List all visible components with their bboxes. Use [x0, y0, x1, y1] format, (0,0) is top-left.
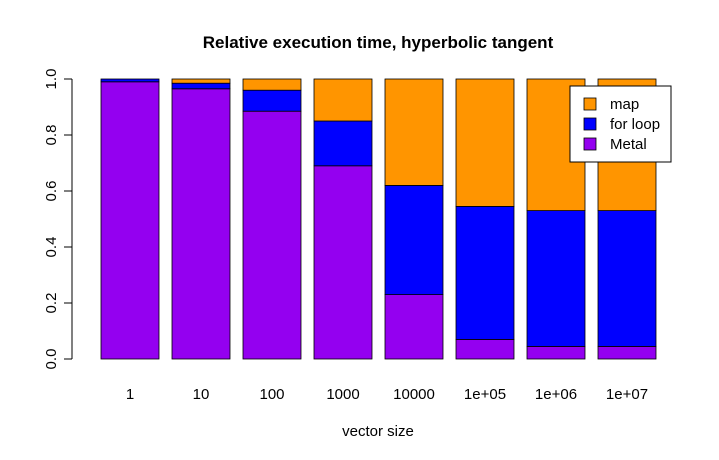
- x-tick-label: 1e+06: [535, 386, 577, 403]
- bar-for-loop-1e+05: [455, 205, 515, 340]
- bar-metal-1000: [313, 165, 373, 360]
- y-tick-label: 0.4: [43, 237, 60, 258]
- y-tick-label: 0.2: [43, 293, 60, 314]
- bar-for-loop-10: [171, 82, 231, 90]
- bar-metal-1e+07: [597, 345, 657, 360]
- legend-swatch-for-loop: [583, 117, 597, 131]
- x-tick-label: 1e+05: [464, 386, 506, 403]
- y-tick-label: 0.0: [43, 349, 60, 370]
- bar-for-loop-1000: [313, 120, 373, 167]
- bar-metal-1e+06: [526, 345, 586, 360]
- bar-for-loop-10000: [384, 184, 444, 295]
- bar-map-100: [242, 78, 302, 91]
- x-tick-label: 1e+07: [606, 386, 648, 403]
- legend-label-metal: Metal: [610, 136, 647, 153]
- bar-metal-10000: [384, 294, 444, 360]
- bar-for-loop-1e+07: [597, 210, 657, 347]
- bar-for-loop-1: [100, 78, 160, 83]
- legend-label-for-loop: for loop: [610, 116, 660, 133]
- x-tick-label: 10: [193, 386, 210, 403]
- legend-label-map: map: [610, 96, 639, 113]
- x-axis-label: vector size: [342, 423, 414, 440]
- legend-swatch-map: [583, 97, 597, 111]
- bar-metal-1: [100, 81, 160, 360]
- bar-map-1000: [313, 78, 373, 122]
- chart-title: Relative execution time, hyperbolic tang…: [203, 33, 554, 52]
- x-tick-label: 100: [259, 386, 284, 403]
- y-tick-label: 0.8: [43, 125, 60, 146]
- bar-metal-100: [242, 110, 302, 360]
- y-tick-label: 0.6: [43, 181, 60, 202]
- y-tick-label: 1.0: [43, 69, 60, 90]
- bar-map-10000: [384, 78, 444, 186]
- bar-metal-10: [171, 88, 231, 360]
- x-tick-label: 1: [126, 386, 134, 403]
- bar-metal-1e+05: [455, 338, 515, 360]
- x-tick-labels: 1 10 100 1000 10000 1e+05 1e+06 1e+07: [126, 386, 648, 403]
- bar-map-1e+05: [455, 78, 515, 207]
- legend-swatch-metal: [583, 137, 597, 151]
- bar-map-10: [171, 78, 231, 84]
- y-axis: 0.0 0.2 0.4 0.6 0.8 1.0: [43, 69, 73, 370]
- x-tick-label: 10000: [393, 386, 435, 403]
- bar-for-loop-1e+06: [526, 210, 586, 347]
- x-tick-label: 1000: [326, 386, 359, 403]
- bar-for-loop-100: [242, 89, 302, 112]
- legend: map for loop Metal: [569, 85, 672, 163]
